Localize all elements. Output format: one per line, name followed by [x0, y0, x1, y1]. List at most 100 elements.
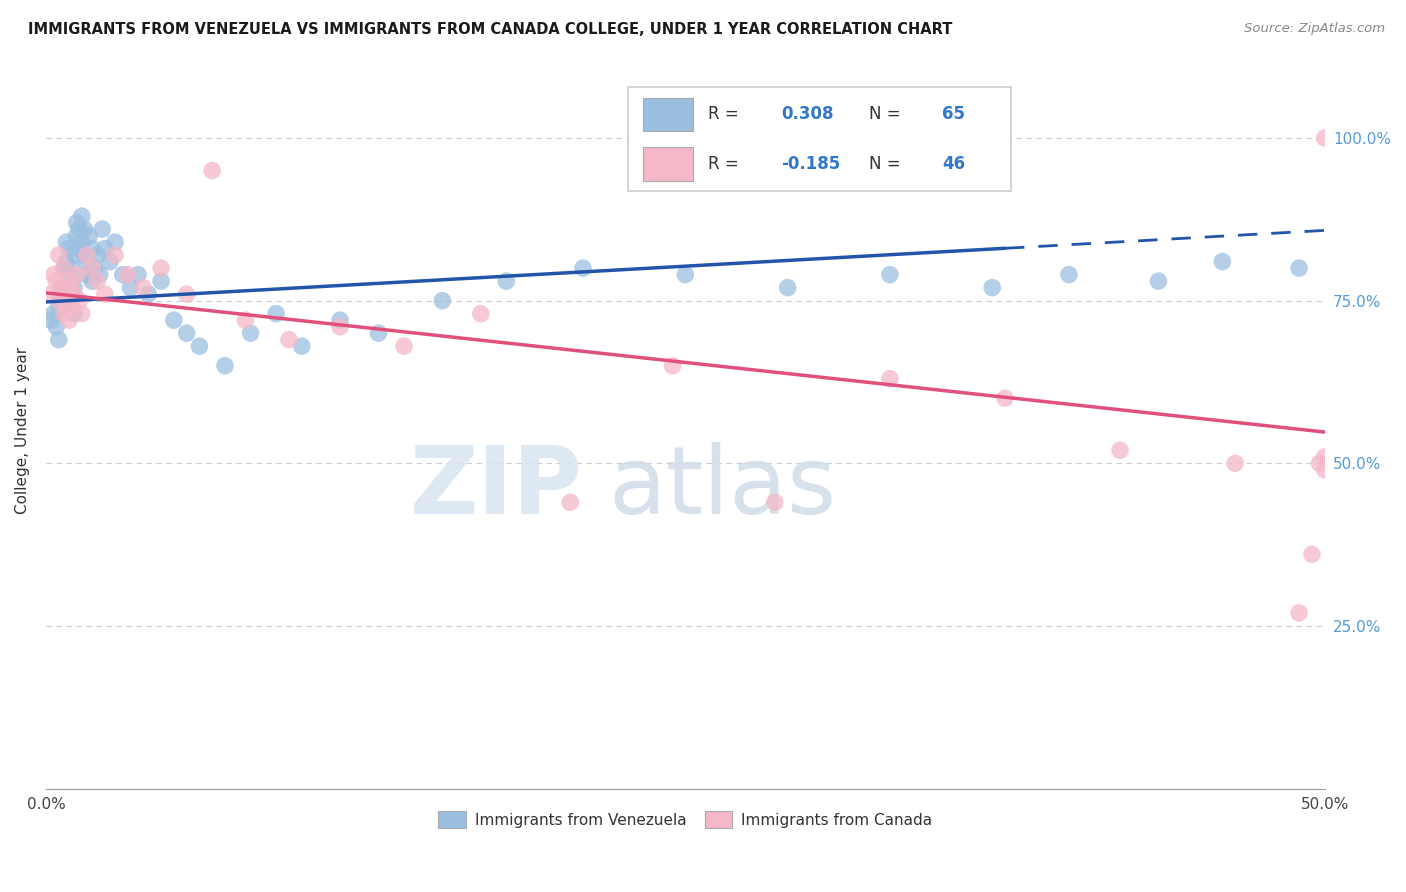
Point: [176, 326, 198, 341]
Point: [70, 307, 93, 321]
Point: [89, 268, 111, 282]
Point: [39, 287, 62, 301]
Point: [58, 268, 80, 282]
Point: [94, 287, 117, 301]
Point: [52, 307, 75, 321]
Point: [392, 339, 415, 353]
Point: [432, 293, 454, 308]
Point: [201, 163, 224, 178]
Point: [1313, 463, 1336, 477]
Point: [994, 391, 1017, 405]
Y-axis label: College, Under 1 year: College, Under 1 year: [15, 347, 30, 515]
Point: [52, 300, 75, 314]
Point: [1313, 450, 1336, 464]
Point: [367, 326, 389, 341]
Point: [98, 254, 121, 268]
Point: [83, 261, 105, 276]
Point: [104, 235, 127, 249]
Point: [52, 287, 75, 301]
Point: [39, 313, 62, 327]
Point: [763, 495, 786, 509]
Point: [86, 274, 108, 288]
Point: [94, 242, 117, 256]
Point: [60, 287, 83, 301]
Point: [1313, 131, 1336, 145]
Point: [235, 313, 257, 327]
Point: [66, 228, 89, 243]
Point: [70, 235, 93, 249]
Point: [132, 280, 155, 294]
Text: Source: ZipAtlas.com: Source: ZipAtlas.com: [1244, 22, 1385, 36]
Point: [73, 222, 96, 236]
Point: [1109, 443, 1132, 458]
Point: [45, 319, 67, 334]
Point: [1288, 261, 1310, 276]
Text: atlas: atlas: [609, 442, 837, 534]
Point: [1057, 268, 1080, 282]
Point: [51, 280, 73, 294]
Point: [58, 242, 80, 256]
Point: [879, 372, 901, 386]
Point: [111, 268, 134, 282]
Point: [55, 287, 77, 301]
Point: [661, 359, 683, 373]
Point: [58, 274, 80, 288]
Point: [55, 235, 77, 249]
Point: [63, 287, 86, 301]
Point: [42, 307, 65, 321]
Point: [329, 319, 352, 334]
Point: [264, 307, 287, 321]
Point: [60, 274, 83, 288]
Point: [55, 300, 77, 314]
Point: [277, 333, 299, 347]
Point: [66, 216, 89, 230]
Point: [495, 274, 517, 288]
Point: [104, 248, 127, 262]
Point: [55, 254, 77, 268]
Point: [1223, 456, 1246, 470]
Point: [163, 313, 186, 327]
Point: [51, 293, 73, 308]
Point: [52, 261, 75, 276]
Point: [150, 261, 173, 276]
Point: [239, 326, 262, 341]
Text: ZIP: ZIP: [411, 442, 583, 534]
Point: [127, 268, 149, 282]
Point: [79, 228, 101, 243]
Point: [879, 268, 901, 282]
Point: [80, 274, 103, 288]
Point: [48, 300, 70, 314]
Point: [67, 293, 90, 308]
Point: [67, 242, 90, 256]
Point: [1301, 547, 1323, 561]
Point: [560, 495, 582, 509]
Point: [176, 287, 198, 301]
Point: [86, 248, 108, 262]
Point: [150, 274, 173, 288]
Point: [673, 268, 696, 282]
Point: [66, 268, 89, 282]
Point: [80, 242, 103, 256]
Point: [42, 268, 65, 282]
Point: [1309, 456, 1331, 470]
Point: [329, 313, 352, 327]
Point: [291, 339, 314, 353]
Point: [52, 261, 75, 276]
Point: [63, 307, 86, 321]
Point: [981, 280, 1004, 294]
Point: [63, 248, 86, 262]
Point: [572, 261, 595, 276]
Point: [73, 248, 96, 262]
Point: [76, 268, 98, 282]
Point: [67, 222, 90, 236]
Point: [70, 209, 93, 223]
Point: [60, 280, 83, 294]
Point: [120, 280, 142, 294]
Point: [60, 300, 83, 314]
Point: [1288, 606, 1310, 620]
Point: [48, 248, 70, 262]
Point: [776, 280, 799, 294]
Point: [1147, 274, 1170, 288]
Point: [80, 261, 103, 276]
Point: [117, 268, 139, 282]
